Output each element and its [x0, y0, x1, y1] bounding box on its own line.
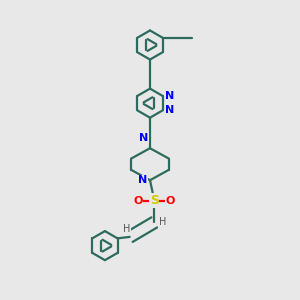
Text: O: O — [134, 196, 143, 206]
Text: N: N — [165, 105, 174, 116]
Text: N: N — [165, 91, 174, 101]
Text: S: S — [150, 194, 159, 207]
Text: N: N — [138, 175, 148, 185]
Text: H: H — [159, 218, 166, 227]
Text: N: N — [139, 133, 148, 143]
Text: H: H — [123, 224, 131, 234]
Text: O: O — [166, 196, 175, 206]
